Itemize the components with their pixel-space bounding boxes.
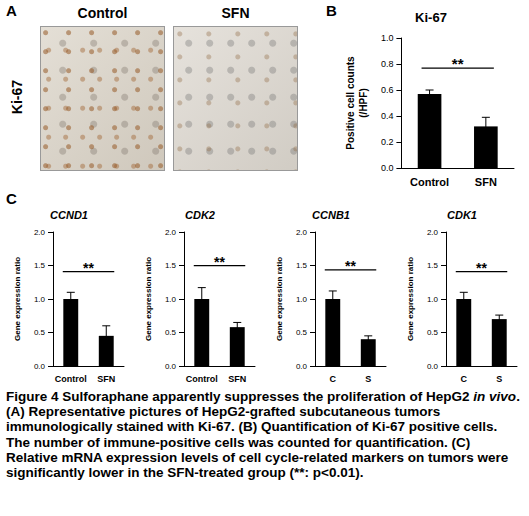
svg-text:Control: Control	[186, 374, 218, 384]
svg-text:SFN: SFN	[475, 176, 497, 188]
svg-text:1.0: 1.0	[296, 295, 308, 304]
svg-text:0.0: 0.0	[381, 163, 394, 173]
svg-text:**: **	[345, 258, 356, 274]
svg-text:Positive cell counts: Positive cell counts	[345, 56, 356, 150]
svg-text:0.4: 0.4	[381, 111, 394, 121]
svg-text:0.5: 0.5	[34, 328, 46, 337]
svg-text:2.0: 2.0	[296, 228, 308, 237]
svg-text:1.0: 1.0	[165, 295, 177, 304]
svg-text:1.0: 1.0	[427, 295, 439, 304]
svg-text:1.0: 1.0	[34, 295, 46, 304]
html-text:C: C	[6, 190, 17, 207]
html-text:SFN: SFN	[221, 5, 250, 21]
svg-text:**: **	[214, 254, 225, 270]
svg-text:0.5: 0.5	[165, 328, 177, 337]
html-text:Figure 4 Sulforaphane apparent: Figure 4 Sulforaphane apparently suppres…	[6, 389, 520, 480]
svg-text:0.0: 0.0	[34, 362, 46, 371]
svg-text:2.0: 2.0	[34, 228, 46, 237]
svg-text:1.5: 1.5	[34, 261, 46, 270]
svg-text:0.0: 0.0	[165, 362, 177, 371]
html-text:A: A	[6, 2, 17, 19]
svg-text:C: C	[330, 374, 337, 384]
svg-text:Gene expression ratio: Gene expression ratio	[275, 257, 284, 341]
svg-text:CDK2: CDK2	[185, 209, 215, 221]
svg-text:1.5: 1.5	[296, 261, 308, 270]
svg-text:CCNB1: CCNB1	[312, 209, 350, 221]
html-text:B: B	[326, 2, 337, 19]
svg-text:Control: Control	[410, 176, 449, 188]
svg-text:1.5: 1.5	[427, 261, 439, 270]
svg-text:Ki-67: Ki-67	[415, 10, 447, 25]
svg-text:2.0: 2.0	[165, 228, 177, 237]
svg-text:1.5: 1.5	[165, 261, 177, 270]
svg-text:Gene expression ratio: Gene expression ratio	[13, 257, 22, 341]
svg-text:S: S	[365, 374, 371, 384]
svg-text:Gene expression ratio: Gene expression ratio	[144, 257, 153, 341]
svg-text:0.6: 0.6	[381, 85, 394, 95]
svg-text:0.2: 0.2	[381, 137, 394, 147]
svg-text:Control: Control	[55, 374, 87, 384]
html-text:Control: Control	[77, 5, 128, 21]
svg-text:C: C	[461, 374, 468, 384]
svg-text:**: **	[83, 260, 94, 276]
svg-text:**: **	[452, 55, 464, 72]
svg-text:**: **	[476, 260, 487, 276]
svg-text:CCND1: CCND1	[50, 209, 88, 221]
svg-text:0.5: 0.5	[296, 328, 308, 337]
svg-text:SFN: SFN	[228, 374, 246, 384]
svg-text:0.5: 0.5	[427, 328, 439, 337]
html-text:Ki-67: Ki-67	[9, 79, 25, 115]
svg-text:1.0: 1.0	[381, 33, 394, 43]
svg-text:SFN: SFN	[97, 374, 115, 384]
svg-text:0.0: 0.0	[427, 362, 439, 371]
svg-text:0.0: 0.0	[296, 362, 308, 371]
svg-text:2.0: 2.0	[427, 228, 439, 237]
svg-text:CDK1: CDK1	[447, 209, 477, 221]
svg-text:S: S	[496, 374, 502, 384]
svg-text:(/HPF): (/HPF)	[358, 88, 369, 117]
svg-text:Gene expression ratio: Gene expression ratio	[406, 257, 415, 341]
svg-text:0.8: 0.8	[381, 59, 394, 69]
